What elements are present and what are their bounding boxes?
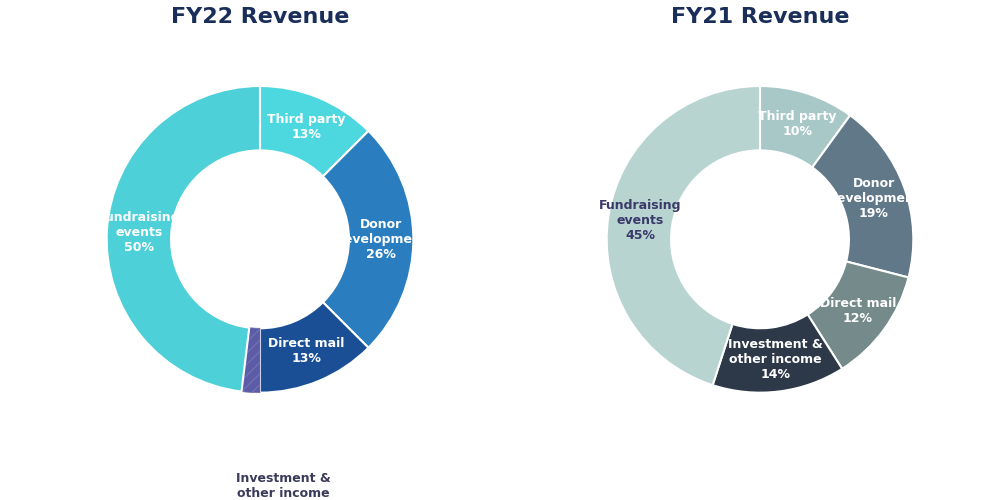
Text: Donor
development
19%: Donor development 19% [828,177,920,220]
Text: Third party
13%: Third party 13% [267,114,346,141]
Text: Fundraising
events
50%: Fundraising events 50% [98,210,180,254]
Text: Direct mail
12%: Direct mail 12% [820,296,896,324]
Text: Fundraising
events
45%: Fundraising events 45% [599,199,682,242]
Wedge shape [260,86,368,176]
Wedge shape [812,116,913,278]
Text: Investment &
other income
14%: Investment & other income 14% [728,338,823,381]
Wedge shape [808,262,909,369]
Title: FY21 Revenue: FY21 Revenue [671,8,849,28]
Text: Direct mail
13%: Direct mail 13% [268,337,345,365]
Text: Donor
development
26%: Donor development 26% [335,218,427,261]
Title: FY22 Revenue: FY22 Revenue [171,8,349,28]
Wedge shape [260,302,368,392]
Wedge shape [713,314,842,392]
Wedge shape [607,86,760,385]
Wedge shape [323,131,413,348]
Wedge shape [107,86,260,392]
Wedge shape [242,328,260,392]
Text: Investment &
other income
-2%: Investment & other income -2% [236,472,330,500]
Wedge shape [760,86,850,168]
Text: Third party
10%: Third party 10% [758,110,837,138]
